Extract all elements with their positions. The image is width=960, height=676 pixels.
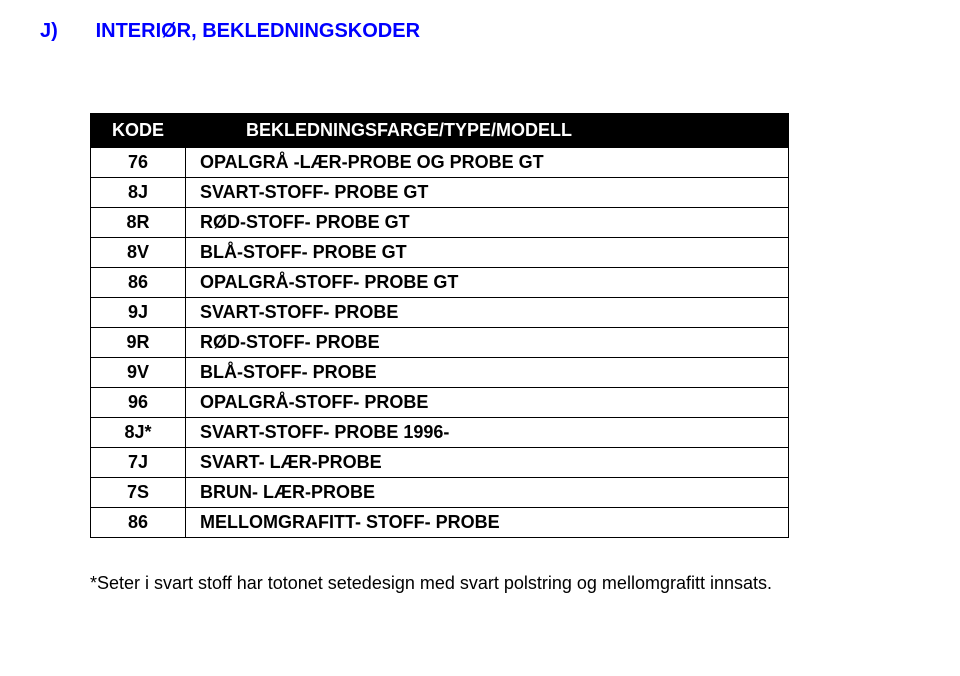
code-cell: 9J [91, 298, 186, 328]
table-row: 9JSVART-STOFF- PROBE [91, 298, 789, 328]
table-row: 9VBLÅ-STOFF- PROBE [91, 358, 789, 388]
desc-cell: OPALGRÅ -LÆR-PROBE OG PROBE GT [186, 148, 789, 178]
desc-cell: SVART-STOFF- PROBE 1996- [186, 418, 789, 448]
table-row: 96OPALGRÅ-STOFF- PROBE [91, 388, 789, 418]
table-row: 9RRØD-STOFF- PROBE [91, 328, 789, 358]
footnote-text: *Seter i svart stoff har totonet setedes… [90, 573, 920, 594]
table-row: 8VBLÅ-STOFF- PROBE GT [91, 238, 789, 268]
table-row: 86MELLOMGRAFITT- STOFF- PROBE [91, 508, 789, 538]
table-row: 8J*SVART-STOFF- PROBE 1996- [91, 418, 789, 448]
section-heading: J) INTERIØR, BEKLEDNINGSKODER [40, 20, 920, 43]
heading-prefix: J) [40, 20, 90, 43]
code-cell: 86 [91, 508, 186, 538]
desc-cell: OPALGRÅ-STOFF- PROBE [186, 388, 789, 418]
desc-cell: OPALGRÅ-STOFF- PROBE GT [186, 268, 789, 298]
desc-cell: BRUN- LÆR-PROBE [186, 478, 789, 508]
desc-cell: RØD-STOFF- PROBE [186, 328, 789, 358]
table-row: 8JSVART-STOFF- PROBE GT [91, 178, 789, 208]
code-cell: 8J [91, 178, 186, 208]
desc-cell: MELLOMGRAFITT- STOFF- PROBE [186, 508, 789, 538]
code-cell: 7J [91, 448, 186, 478]
code-cell: 96 [91, 388, 186, 418]
table-header-row: KODE BEKLEDNINGSFARGE/TYPE/MODELL [91, 114, 789, 148]
table-row: 76OPALGRÅ -LÆR-PROBE OG PROBE GT [91, 148, 789, 178]
desc-cell: SVART-STOFF- PROBE GT [186, 178, 789, 208]
table-row: 86OPALGRÅ-STOFF- PROBE GT [91, 268, 789, 298]
desc-cell: BLÅ-STOFF- PROBE GT [186, 238, 789, 268]
table-header-kode: KODE [91, 114, 186, 148]
table-header-desc: BEKLEDNINGSFARGE/TYPE/MODELL [186, 114, 789, 148]
desc-cell: SVART- LÆR-PROBE [186, 448, 789, 478]
code-cell: 9R [91, 328, 186, 358]
table-row: 8RRØD-STOFF- PROBE GT [91, 208, 789, 238]
code-cell: 8R [91, 208, 186, 238]
code-cell: 9V [91, 358, 186, 388]
desc-cell: SVART-STOFF- PROBE [186, 298, 789, 328]
code-cell: 76 [91, 148, 186, 178]
heading-title: INTERIØR, BEKLEDNINGSKODER [96, 20, 420, 42]
code-cell: 7S [91, 478, 186, 508]
code-cell: 8V [91, 238, 186, 268]
desc-cell: BLÅ-STOFF- PROBE [186, 358, 789, 388]
bekledning-table: KODE BEKLEDNINGSFARGE/TYPE/MODELL 76OPAL… [90, 113, 789, 538]
desc-cell: RØD-STOFF- PROBE GT [186, 208, 789, 238]
table-row: 7SBRUN- LÆR-PROBE [91, 478, 789, 508]
code-cell: 86 [91, 268, 186, 298]
code-cell: 8J* [91, 418, 186, 448]
table-row: 7JSVART- LÆR-PROBE [91, 448, 789, 478]
